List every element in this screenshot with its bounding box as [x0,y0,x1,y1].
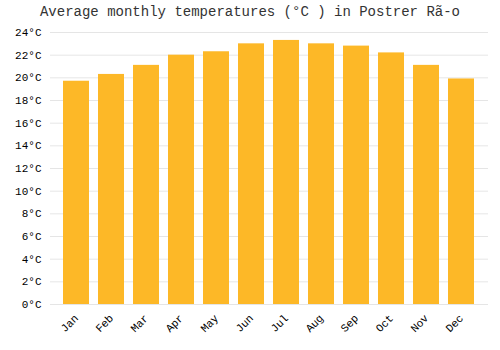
svg-text:12°C: 12°C [15,163,42,175]
svg-text:Feb: Feb [94,312,116,334]
svg-text:0°C: 0°C [22,299,42,311]
svg-text:6°C: 6°C [22,231,42,243]
svg-text:Sep: Sep [339,312,361,334]
svg-text:8°C: 8°C [22,208,42,220]
svg-text:Oct: Oct [374,312,396,334]
svg-text:Mar: Mar [129,312,151,334]
svg-text:Nov: Nov [409,312,432,335]
svg-text:Apr: Apr [164,312,186,334]
svg-text:Jun: Jun [234,312,256,334]
html-text:Average monthly temperatures (: Average monthly temperatures (°C ) in Po… [40,4,460,20]
svg-text:20°C: 20°C [15,72,42,84]
svg-text:4°C: 4°C [22,254,42,266]
svg-text:22°C: 22°C [15,50,42,62]
svg-text:Dec: Dec [444,312,466,334]
svg-text:14°C: 14°C [15,140,42,152]
svg-text:Jul: Jul [269,312,291,334]
svg-text:2°C: 2°C [22,276,42,288]
svg-text:May: May [199,312,222,335]
svg-text:18°C: 18°C [15,95,42,107]
svg-text:24°C: 24°C [15,27,42,39]
svg-text:Jan: Jan [59,312,81,334]
svg-text:16°C: 16°C [15,118,42,130]
svg-text:Aug: Aug [304,312,326,334]
svg-text:10°C: 10°C [15,186,42,198]
